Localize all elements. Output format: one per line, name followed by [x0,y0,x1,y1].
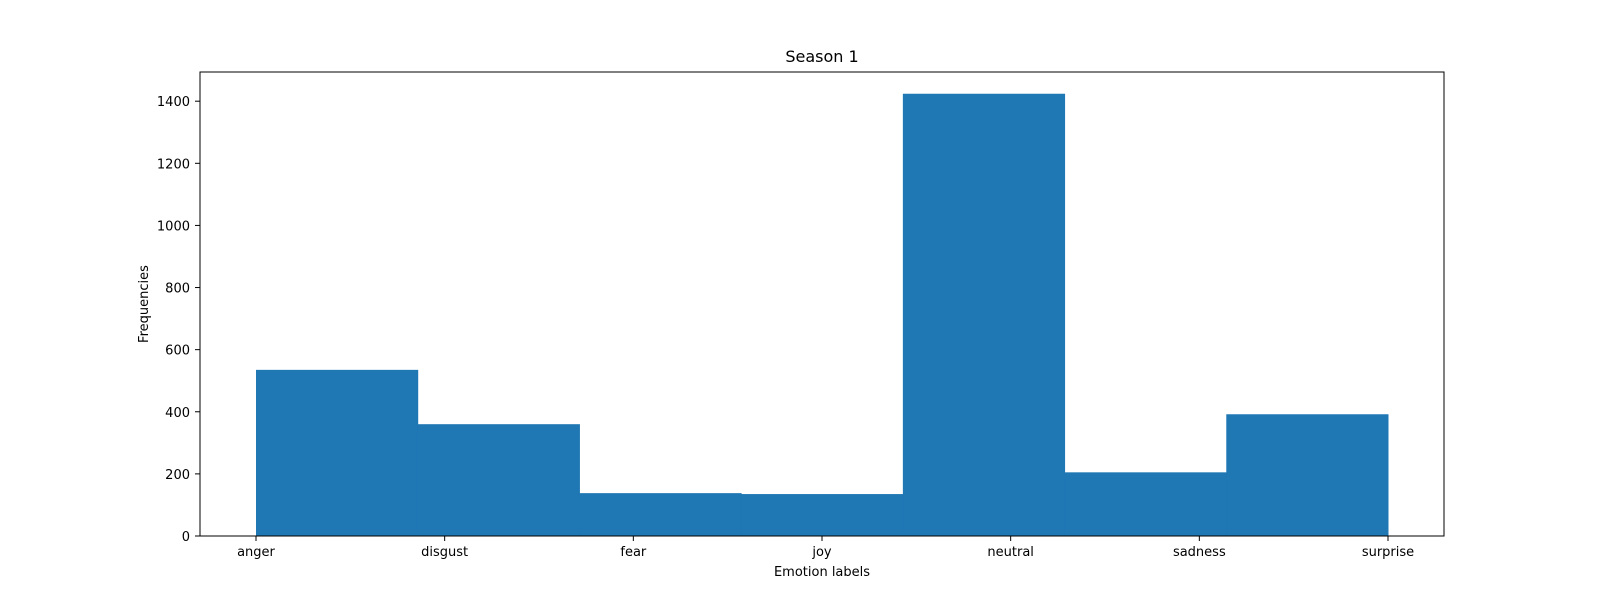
y-tick-label: 1000 [157,219,190,234]
x-tick-label-neutral: neutral [987,545,1034,560]
chart-title: Season 1 [785,47,858,66]
bar-joy [741,494,904,536]
x-tick-label-fear: fear [620,545,647,560]
y-tick-label: 400 [165,406,190,421]
bar-neutral [902,93,1066,536]
y-tick-label: 800 [165,282,190,297]
bar-surprise [1226,414,1389,536]
y-tick-label: 600 [165,344,190,359]
bar-fear [579,493,742,536]
x-tick-label-anger: anger [237,545,275,560]
bar-sadness [1064,472,1227,536]
y-axis: 0 200 400 600 800 1000 1200 1400 [157,95,200,545]
bar-anger [256,369,419,536]
bar-disgust [417,424,580,536]
x-tick-label-sadness: sadness [1173,545,1226,560]
x-tick-label-joy: joy [811,545,832,560]
x-axis: anger disgust fear joy neutral sadness surpris… [237,536,1414,560]
y-tick-label: 1400 [157,95,190,110]
x-tick-label-surprise: surprise [1362,545,1414,560]
y-tick-label: 200 [165,468,190,483]
x-axis-label: Emotion labels [774,565,870,580]
x-tick-label-disgust: disgust [421,545,468,560]
y-axis-label: Frequencies [137,265,152,343]
y-tick-label: 0 [182,530,190,545]
bars-layer [256,93,1389,536]
y-tick-label: 1200 [157,157,190,172]
